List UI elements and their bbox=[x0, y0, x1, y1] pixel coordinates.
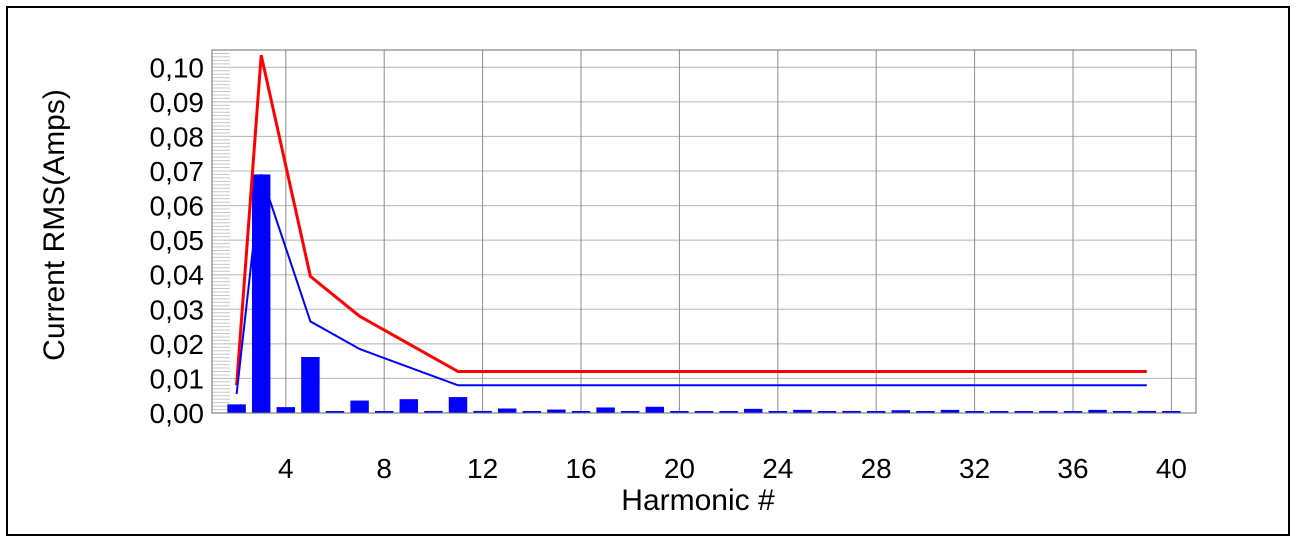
x-tick-label: 16 bbox=[565, 453, 596, 484]
y-tick-label: 0,04 bbox=[150, 260, 205, 291]
harmonic-bar bbox=[374, 411, 394, 413]
harmonic-bar bbox=[596, 407, 615, 413]
limit-lines bbox=[235, 54, 1147, 395]
harmonic-bar bbox=[325, 411, 345, 413]
harmonic-bar bbox=[866, 411, 886, 413]
harmonic-bar bbox=[350, 400, 369, 413]
harmonic-bar bbox=[719, 411, 738, 413]
x-tick-labels: 4 8 12 16 20 24 28 32 36 40 bbox=[278, 453, 1187, 484]
harmonic-bar bbox=[1137, 410, 1157, 413]
harmonic-bar bbox=[497, 408, 517, 413]
harmonic-bar bbox=[251, 174, 271, 413]
harmonic-bar bbox=[817, 411, 837, 413]
x-tick-label: 40 bbox=[1156, 453, 1187, 484]
harmonic-bar bbox=[916, 411, 935, 413]
y-tick-label: 0,10 bbox=[150, 52, 205, 83]
harmonic-bar bbox=[1162, 411, 1181, 413]
harmonic-bar bbox=[276, 407, 296, 413]
harmonic-bar bbox=[670, 411, 689, 413]
series-line bbox=[235, 54, 1147, 386]
harmonic-bars bbox=[227, 174, 1181, 413]
y-tick-label: 0,03 bbox=[150, 294, 205, 325]
harmonic-bar bbox=[1112, 411, 1132, 413]
harmonic-bar bbox=[645, 406, 665, 413]
harmonic-bar bbox=[571, 411, 591, 413]
harmonic-bar bbox=[940, 409, 960, 413]
harmonic-bar bbox=[989, 411, 1009, 413]
y-tick-labels: 0,00 0,010,02 0,030,04 0,050,06 0,07 0,080,09… bbox=[150, 52, 205, 429]
y-tick-label: 0,08 bbox=[150, 121, 205, 152]
y-tick-label: 0,01 bbox=[150, 363, 205, 394]
x-tick-label: 32 bbox=[959, 453, 990, 484]
harmonic-bar bbox=[743, 408, 763, 413]
harmonic-bar bbox=[965, 411, 984, 413]
x-tick-label: 20 bbox=[664, 453, 695, 484]
x-tick-label: 12 bbox=[467, 453, 498, 484]
harmonic-bar bbox=[301, 356, 320, 413]
y-tick-label: 0,05 bbox=[150, 225, 205, 256]
harmonic-bar bbox=[694, 411, 714, 413]
harmonic-bar bbox=[620, 411, 640, 413]
harmonic-bar bbox=[891, 410, 911, 413]
y-tick-label: 0,00 bbox=[150, 398, 205, 429]
harmonic-bar bbox=[547, 409, 566, 413]
y-tick-label: 0,07 bbox=[150, 156, 205, 187]
harmonic-bar bbox=[473, 410, 492, 413]
harmonic-bar bbox=[424, 410, 443, 413]
x-axis-label: Harmonic # bbox=[621, 484, 775, 517]
x-tick-label: 8 bbox=[376, 453, 392, 484]
harmonic-bar bbox=[1088, 409, 1107, 413]
harmonic-bar bbox=[793, 409, 812, 413]
harmonic-bar bbox=[227, 404, 246, 413]
y-axis-label: Current RMS(Amps) bbox=[38, 89, 71, 361]
x-tick-label: 36 bbox=[1057, 453, 1088, 484]
harmonic-bar bbox=[399, 399, 419, 413]
harmonic-bar bbox=[1063, 411, 1083, 413]
grid-lines bbox=[212, 50, 1196, 414]
y-tick-label: 0,09 bbox=[150, 87, 205, 118]
series-line bbox=[235, 174, 1147, 395]
harmonic-bar bbox=[842, 410, 861, 413]
harmonic-bar bbox=[522, 411, 542, 413]
y-minor-ticks bbox=[212, 52, 230, 411]
x-tick-label: 4 bbox=[278, 453, 294, 484]
x-tick-label: 24 bbox=[762, 453, 793, 484]
harmonic-bar bbox=[1014, 411, 1034, 413]
y-tick-label: 0,06 bbox=[150, 191, 205, 222]
x-tick-label: 28 bbox=[861, 453, 892, 484]
harmonic-bar bbox=[768, 411, 788, 413]
harmonic-bar bbox=[448, 397, 468, 413]
y-tick-label: 0,02 bbox=[150, 329, 205, 360]
plot-area-border-rect bbox=[211, 49, 1197, 414]
plot-area-border bbox=[211, 49, 1197, 414]
harmonic-bar bbox=[1039, 410, 1058, 413]
